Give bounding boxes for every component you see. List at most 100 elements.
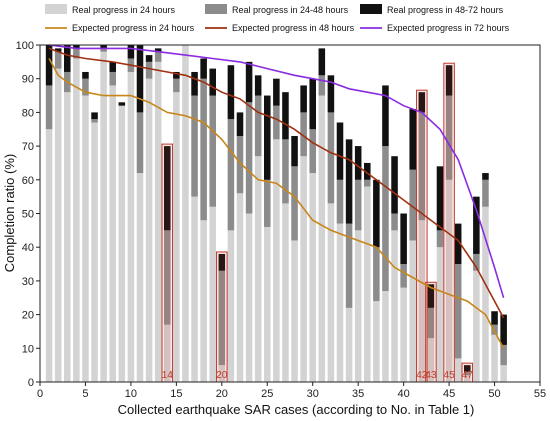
bar-segment-24h-case-15 (173, 92, 180, 383)
bar-segment-24-48h-case-39 (391, 213, 398, 231)
bar-segment-48-72h-case-26 (273, 78, 280, 106)
y-tick-label-40: 40 (22, 242, 34, 254)
bar-segment-24h-case-41 (409, 240, 416, 382)
bar-segment-48-72h-case-22 (236, 112, 244, 136)
bar-segment-48-72h-case-28 (291, 135, 298, 167)
bar-segment-24h-case-32 (327, 203, 335, 382)
bar-segment-24h-case-20 (218, 365, 226, 382)
bar-segment-24h-case-12 (145, 78, 153, 382)
bar-segment-48-72h-case-9 (118, 102, 126, 106)
bar-segment-24h-case-17 (191, 196, 198, 382)
bar-segment-48-72h-case-30 (309, 78, 316, 130)
bar-segment-48-72h-case-19 (209, 68, 216, 96)
bar-segment-48-72h-case-29 (300, 85, 307, 113)
series-line-expected-72h (49, 44, 505, 299)
x-tick-label-5: 5 (82, 388, 88, 400)
highlight-label-case-14: 14 (162, 370, 174, 381)
lines-layer (48, 44, 505, 349)
bar-segment-24h-case-37 (373, 301, 380, 382)
bar-segment-24-48h-case-27 (282, 139, 289, 204)
highlight-label-case-43: 43 (425, 370, 437, 381)
bar-segment-48-72h-case-15 (173, 71, 180, 79)
bar-segment-24h-case-39 (391, 230, 398, 382)
bar-segment-24h-case-8 (109, 85, 116, 382)
legend-swatch-2 (205, 4, 227, 14)
highlight-label-case-42: 42 (416, 370, 428, 381)
bar-segment-24-48h-case-20 (218, 270, 226, 366)
bar-segment-24-48h-case-7 (100, 48, 107, 52)
bar-segment-24h-case-19 (209, 206, 216, 382)
bar-segment-24h-case-27 (282, 203, 289, 382)
bar-segment-24-48h-case-34 (345, 223, 353, 308)
bar-segment-48-72h-case-10 (127, 45, 135, 59)
bar-segment-24h-case-24 (254, 156, 262, 382)
highlight-label-case-47: 47 (462, 370, 474, 381)
bar-segment-24-48h-case-48 (473, 253, 480, 271)
bar-segment-48-72h-case-42 (418, 92, 426, 113)
bar-segment-48-72h-case-48 (473, 196, 480, 254)
x-axis-title: Collected earthquake SAR cases (accordin… (118, 402, 475, 417)
bar-segment-48-72h-case-5 (82, 71, 89, 79)
bar-segment-24h-case-38 (382, 291, 389, 382)
bar-segment-24-48h-case-18 (200, 78, 207, 221)
bar-segment-24h-case-14 (164, 324, 171, 382)
bar-segment-48-72h-case-11 (136, 45, 144, 113)
bar-segment-24-48h-case-8 (109, 71, 116, 86)
bar-segment-24h-case-26 (273, 139, 280, 382)
y-tick-label-0: 0 (28, 377, 34, 389)
highlight-box-case-45 (443, 62, 455, 383)
x-tick-label-35: 35 (352, 388, 364, 400)
bar-segment-48-72h-case-24 (254, 75, 262, 96)
bar-segment-48-72h-case-47 (464, 365, 471, 372)
bar-segment-48-72h-case-35 (354, 146, 362, 180)
bar-segment-24-48h-case-25 (264, 179, 271, 227)
y-tick-label-70: 70 (22, 141, 34, 153)
bar-segment-24h-case-6 (91, 122, 98, 382)
bar-segment-24h-case-46 (454, 358, 462, 382)
bar-segment-24-48h-case-12 (145, 61, 153, 79)
highlight-box-case-43 (425, 281, 437, 383)
bar-segment-24h-case-44 (436, 247, 444, 382)
bar-segment-48-72h-case-44 (436, 166, 444, 231)
bar-segment-48-72h-case-3 (64, 45, 71, 72)
y-tick-label-80: 80 (22, 107, 34, 119)
bar-segment-24h-case-9 (118, 105, 126, 382)
bar-segment-48-72h-case-7 (100, 45, 107, 49)
bar-segment-24h-case-3 (64, 92, 71, 383)
bar-segment-24-48h-case-31 (318, 75, 326, 96)
bar-segment-24-48h-case-49 (482, 179, 489, 207)
bar-segment-24-48h-case-13 (154, 51, 162, 62)
bar-segment-24h-case-16 (182, 45, 189, 382)
legend-label-2: Real progress in 24-48 hours (232, 5, 349, 15)
bar-segment-48-72h-case-27 (282, 92, 289, 140)
y-tick-label-30: 30 (22, 276, 34, 288)
bar-segment-24-48h-case-2 (54, 51, 62, 69)
bar-segment-48-72h-case-6 (91, 112, 98, 120)
x-tick-label-30: 30 (307, 388, 319, 400)
bar-segment-24h-case-42 (418, 220, 426, 382)
bar-segment-24h-case-50 (491, 334, 498, 382)
bar-segment-24-48h-case-44 (436, 230, 444, 248)
bar-segment-24h-case-1 (45, 129, 53, 382)
legend-swatch-3 (360, 4, 382, 14)
legend-label-1: Real progress in 24 hours (72, 5, 176, 15)
bar-segment-48-72h-case-32 (327, 75, 335, 113)
bar-segment-24-48h-case-45 (445, 95, 453, 180)
y-tick-label-10: 10 (22, 343, 34, 355)
bar-segment-24h-case-10 (127, 71, 135, 383)
bar-segment-48-72h-case-37 (373, 179, 380, 248)
bar-segment-24-48h-case-5 (82, 78, 89, 96)
y-tick-label-20: 20 (22, 310, 34, 322)
bar-segment-24-48h-case-37 (373, 247, 380, 302)
bar-segment-24-48h-case-28 (291, 166, 298, 241)
bar-segment-24h-case-28 (291, 240, 298, 382)
x-tick-label-40: 40 (398, 388, 410, 400)
bar-segment-24-48h-case-41 (409, 169, 416, 241)
bar-segment-48-72h-case-20 (218, 253, 226, 271)
legend-label-3: Real progress in 48-72 hours (387, 5, 504, 15)
bar-segment-24-48h-case-40 (400, 264, 407, 288)
bar-segment-24-48h-case-46 (454, 264, 462, 359)
bar-segment-24h-case-21 (227, 230, 235, 382)
